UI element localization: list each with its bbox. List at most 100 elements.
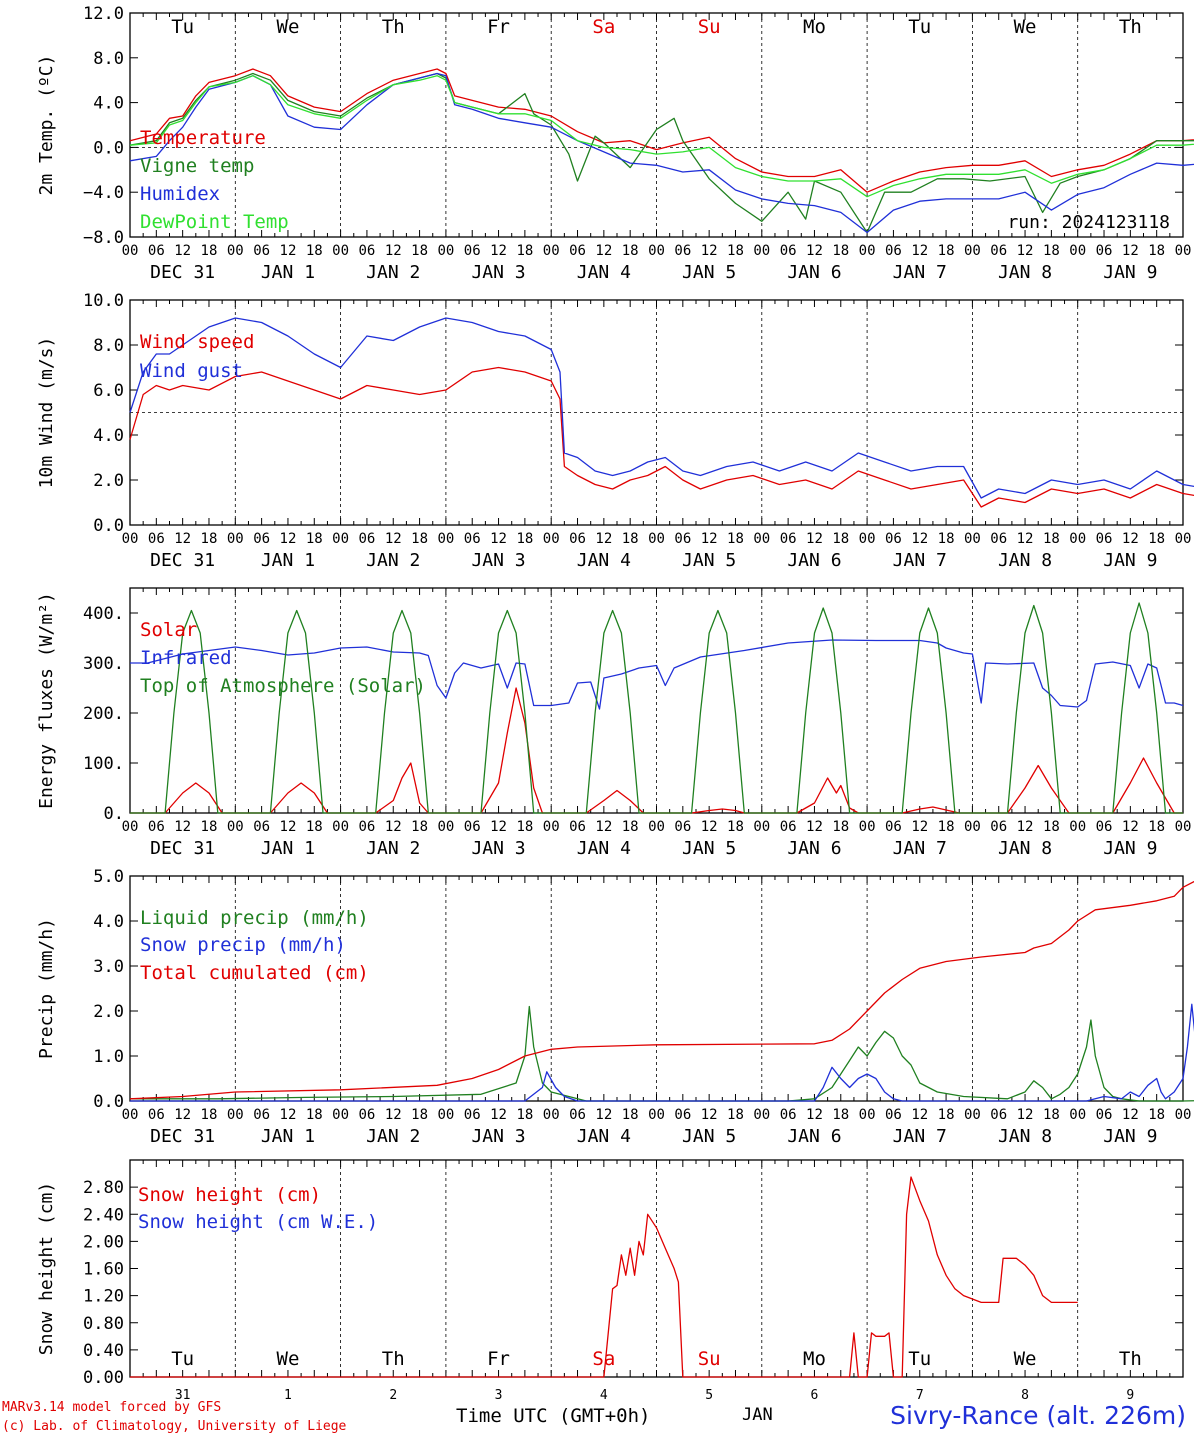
hour-tick-label: 00 <box>227 243 244 259</box>
y-axis-label: Energy fluxes (W/m²) <box>36 592 57 809</box>
hour-tick-label: 12 <box>280 819 297 835</box>
weekday-label: Tu <box>908 1348 931 1370</box>
weekday-label: Fr <box>487 1348 510 1370</box>
hour-tick-label: 00 <box>332 531 349 547</box>
hour-tick-label: 18 <box>832 1107 849 1123</box>
hour-tick-label: 00 <box>332 1107 349 1123</box>
month-label: JAN <box>742 1405 773 1425</box>
hour-tick-label: 06 <box>569 1107 586 1123</box>
temperature-panel <box>129 12 1194 238</box>
day-number: 31 <box>175 1388 191 1403</box>
hour-tick-label: 12 <box>490 1107 507 1123</box>
weekday-label: Mo <box>803 1348 826 1370</box>
day-label: JAN 7 <box>893 550 947 571</box>
day-label: JAN 5 <box>682 550 736 571</box>
day-number: 9 <box>1126 1388 1134 1403</box>
y-tick-label: 10.0 <box>83 291 124 311</box>
series-line-liquid-precip-mm-h- <box>130 1005 1194 1102</box>
hour-tick-label: 06 <box>674 1107 691 1123</box>
weekday-label: We <box>1014 1348 1037 1370</box>
day-label: JAN 8 <box>998 838 1052 859</box>
y-tick-label: 2.00 <box>83 1232 124 1252</box>
y-tick-label: −4.0 <box>83 183 124 203</box>
hour-tick-label: 00 <box>964 243 981 259</box>
hour-tick-label: 12 <box>280 531 297 547</box>
hour-tick-label: 06 <box>780 531 797 547</box>
weekday-label: Su <box>698 1348 721 1370</box>
snow-panel <box>129 1159 1184 1378</box>
weekday-label: Th <box>1119 16 1142 38</box>
day-label: JAN 5 <box>682 1126 736 1147</box>
hour-tick-label: 12 <box>911 243 928 259</box>
hour-tick-label: 18 <box>1148 1107 1165 1123</box>
hour-tick-label: 06 <box>674 531 691 547</box>
wind-panel <box>129 299 1194 526</box>
hour-tick-label: 00 <box>437 531 454 547</box>
y-tick-label: 0.40 <box>83 1341 124 1361</box>
day-label: DEC 31 <box>150 550 215 571</box>
hour-tick-label: 12 <box>701 1107 718 1123</box>
hour-tick-label: 12 <box>1017 243 1034 259</box>
hour-tick-label: 06 <box>569 531 586 547</box>
hour-tick-label: 00 <box>437 819 454 835</box>
day-label: JAN 7 <box>893 1126 947 1147</box>
hour-tick-label: 06 <box>148 1107 165 1123</box>
hour-tick-label: 18 <box>306 243 323 259</box>
weekday-label: Sa <box>592 16 615 38</box>
day-label: JAN 8 <box>998 550 1052 571</box>
day-label: JAN 5 <box>682 838 736 859</box>
day-label: JAN 4 <box>577 838 631 859</box>
hour-tick-label: 06 <box>464 1107 481 1123</box>
series-line-wind-speed <box>129 366 1194 508</box>
hour-tick-label: 06 <box>358 243 375 259</box>
day-label: JAN 3 <box>471 550 525 571</box>
hour-tick-label: 18 <box>516 531 533 547</box>
hour-tick-label: 06 <box>148 243 165 259</box>
hour-tick-label: 12 <box>174 243 191 259</box>
legend-entry: Humidex <box>140 183 220 205</box>
day-number: 5 <box>705 1388 713 1403</box>
series-line-vigne-temp <box>129 72 1194 234</box>
hour-tick-label: 12 <box>595 531 612 547</box>
hour-tick-label: 06 <box>780 1107 797 1123</box>
series-line-total-cumulated-cm- <box>129 880 1194 1100</box>
station-name: Sivry-Rance (alt. 226m) <box>890 1401 1186 1430</box>
hour-tick-label: 18 <box>306 1107 323 1123</box>
hour-tick-label: 06 <box>253 1107 270 1123</box>
hour-tick-label: 18 <box>622 1107 639 1123</box>
x-axis-title: Time UTC (GMT+0h) <box>456 1405 651 1427</box>
model-credit: MARv3.14 model forced by GFS <box>2 1400 222 1415</box>
hour-tick-label: 06 <box>569 819 586 835</box>
day-label: JAN 4 <box>577 262 631 283</box>
hour-tick-label: 12 <box>701 819 718 835</box>
day-label: JAN 2 <box>366 262 420 283</box>
hour-tick-label: 00 <box>753 1107 770 1123</box>
hour-tick-label: 00 <box>1175 531 1192 547</box>
weekday-label: Th <box>382 16 405 38</box>
hour-tick-label: 00 <box>437 243 454 259</box>
legend-entry: Total cumulated (cm) <box>140 962 369 984</box>
y-tick-label: 0.80 <box>83 1314 124 1334</box>
series-line-temperature <box>129 68 1194 193</box>
hour-tick-label: 18 <box>622 819 639 835</box>
day-label: JAN 3 <box>471 838 525 859</box>
legend-entry: Wind speed <box>140 331 254 353</box>
y-tick-label: 4.0 <box>93 912 124 932</box>
hour-tick-label: 12 <box>385 1107 402 1123</box>
hour-tick-label: 18 <box>727 243 744 259</box>
hour-tick-label: 18 <box>832 531 849 547</box>
run-label: run: 2024123118 <box>1007 212 1170 233</box>
hour-tick-label: 12 <box>1017 531 1034 547</box>
day-number: 6 <box>811 1388 819 1403</box>
series-line-dewpoint-temp <box>129 75 1194 198</box>
hour-tick-label: 06 <box>780 819 797 835</box>
hour-tick-label: 00 <box>1175 243 1192 259</box>
hour-tick-label: 18 <box>201 819 218 835</box>
hour-tick-label: 12 <box>174 1107 191 1123</box>
day-label: JAN 2 <box>366 550 420 571</box>
y-tick-label: 1.60 <box>83 1260 124 1280</box>
hour-tick-label: 00 <box>543 819 560 835</box>
y-tick-label: 2.0 <box>93 1002 124 1022</box>
hour-tick-label: 12 <box>490 531 507 547</box>
